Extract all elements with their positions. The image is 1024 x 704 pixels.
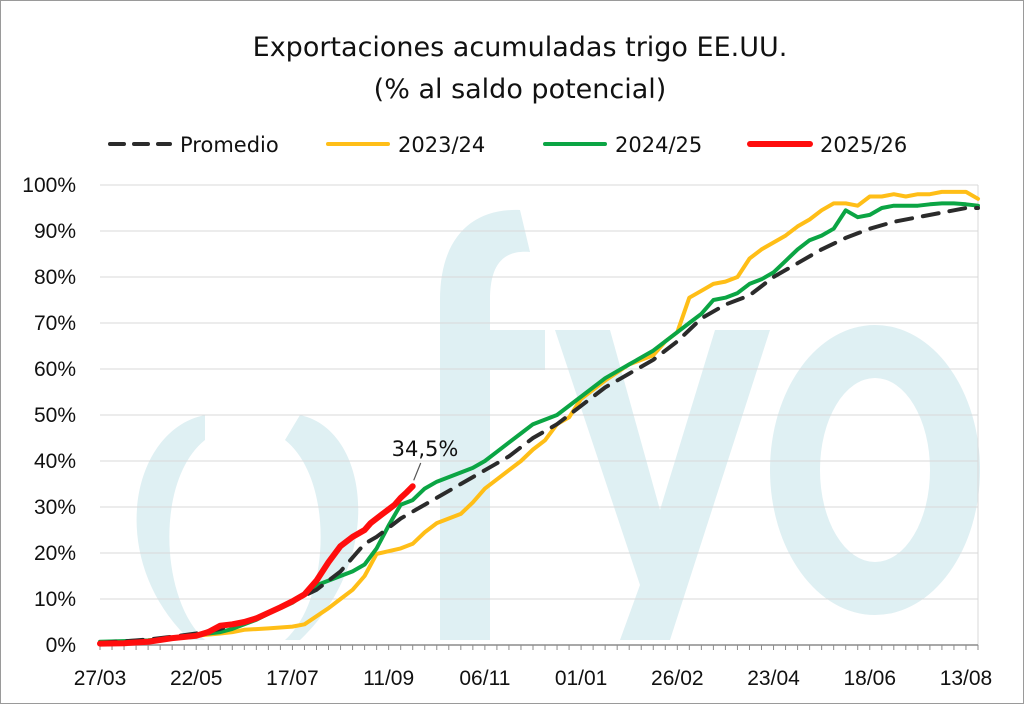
x-tick-label: 13/08 bbox=[940, 667, 993, 690]
chart-title: Exportaciones acumuladas trigo EE.UU. (%… bbox=[253, 32, 788, 105]
legend: Promedio 2023/24 2024/25 2025/26 bbox=[108, 133, 907, 157]
x-tick-label: 26/02 bbox=[651, 667, 704, 690]
x-axis-tick-labels: 27/03 22/05 17/07 11/09 06/11 01/01 26/02 23/04… bbox=[74, 667, 993, 690]
y-tick-label: 50% bbox=[34, 404, 76, 427]
series-line-2025-26 bbox=[97, 483, 416, 647]
y-tick-label: 30% bbox=[34, 496, 76, 519]
legend-label: 2023/24 bbox=[398, 133, 485, 157]
y-tick-label: 0% bbox=[46, 634, 76, 657]
x-tick-label: 06/11 bbox=[459, 667, 510, 690]
y-tick-label: 80% bbox=[34, 266, 76, 289]
chart-title-line-1: Exportaciones acumuladas trigo EE.UU. bbox=[253, 32, 788, 63]
x-tick-label: 01/01 bbox=[555, 667, 608, 690]
y-axis-tick-labels: 0% 10% 20% 30% 40% 50% 60% 70% 80% 90% 100% bbox=[22, 174, 76, 657]
x-tick-label: 11/09 bbox=[363, 667, 414, 690]
y-tick-label: 60% bbox=[34, 358, 76, 381]
y-tick-label: 20% bbox=[34, 542, 76, 565]
legend-label: 2024/25 bbox=[615, 133, 702, 157]
annotation-label: 34,5% bbox=[392, 437, 459, 461]
y-tick-label: 70% bbox=[34, 312, 76, 335]
x-axis bbox=[99, 644, 979, 650]
x-tick-label: 23/04 bbox=[747, 667, 800, 690]
y-tick-label: 90% bbox=[34, 220, 76, 243]
annotation-leader-line bbox=[413, 462, 422, 481]
series-lines bbox=[97, 189, 980, 647]
chart-title-line-2: (% al saldo potencial) bbox=[374, 74, 667, 105]
y-tick-label: 10% bbox=[34, 588, 76, 611]
x-tick-label: 22/05 bbox=[170, 667, 223, 690]
y-tick-label: 100% bbox=[22, 174, 76, 197]
y-tick-label: 40% bbox=[34, 450, 76, 473]
watermark-logo bbox=[136, 209, 980, 640]
x-tick-label: 17/07 bbox=[266, 667, 319, 690]
legend-label: Promedio bbox=[180, 133, 279, 157]
annotation: 34,5% bbox=[392, 437, 459, 481]
legend-label: 2025/26 bbox=[820, 133, 907, 157]
x-tick-label: 27/03 bbox=[74, 667, 127, 690]
x-tick-label: 18/06 bbox=[843, 667, 896, 690]
